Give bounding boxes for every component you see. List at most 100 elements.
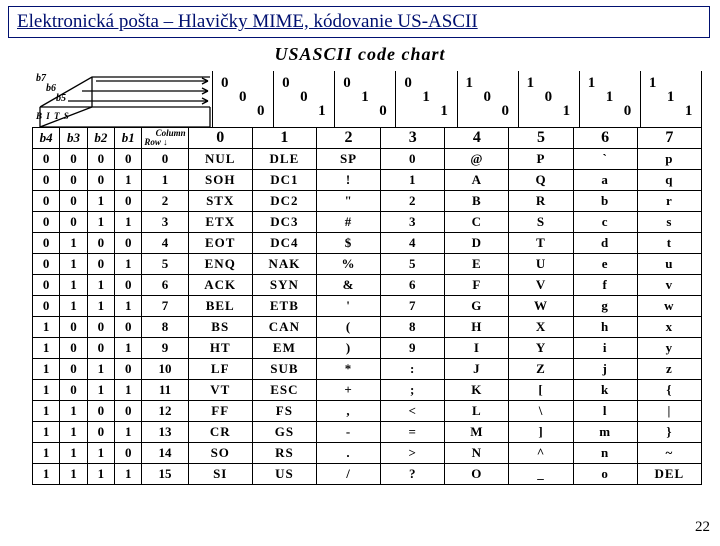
row-number-cell: 11	[142, 380, 188, 401]
ascii-cell: DC2	[252, 191, 316, 212]
column-bit-cell: 101	[518, 71, 579, 127]
bit-cell: 0	[115, 275, 142, 296]
bit-cell: 1	[87, 212, 114, 233]
row-number-cell: 4	[142, 233, 188, 254]
ascii-cell: US	[252, 464, 316, 485]
ascii-cell: ETX	[188, 212, 252, 233]
table-row: 111014SORS.>N^n~	[33, 443, 702, 464]
ascii-cell: SOH	[188, 170, 252, 191]
ascii-cell: HT	[188, 338, 252, 359]
bit-cell: 0	[60, 212, 87, 233]
ascii-cell: -	[316, 422, 380, 443]
ascii-cell: VT	[188, 380, 252, 401]
ascii-cell: SP	[316, 149, 380, 170]
bit-cell: 0	[33, 233, 60, 254]
bit-cell: 0	[33, 275, 60, 296]
ascii-cell: Y	[509, 338, 573, 359]
bit-b6-label: b6	[46, 83, 56, 94]
ascii-cell: V	[509, 275, 573, 296]
ascii-cell: g	[573, 296, 637, 317]
ascii-cell: G	[445, 296, 509, 317]
column-number-cell: 0	[188, 128, 252, 149]
ascii-cell: P	[509, 149, 573, 170]
ascii-cell: BS	[188, 317, 252, 338]
ascii-cell: A	[445, 170, 509, 191]
bit-cell: 0	[115, 401, 142, 422]
ascii-cell: q	[637, 170, 701, 191]
ascii-cell: GS	[252, 422, 316, 443]
ascii-cell: 4	[381, 233, 445, 254]
bit-cell: 1	[87, 296, 114, 317]
bit-cell: 0	[87, 422, 114, 443]
bit-cell: 0	[115, 149, 142, 170]
ascii-cell: 9	[381, 338, 445, 359]
column-number-cell: 6	[573, 128, 637, 149]
table-row: 00000NULDLESP0@P`p	[33, 149, 702, 170]
ascii-cell: LF	[188, 359, 252, 380]
bit-cell: 1	[115, 338, 142, 359]
ascii-cell: FS	[252, 401, 316, 422]
ascii-cell: C	[445, 212, 509, 233]
bit-cell: 1	[33, 443, 60, 464]
ascii-cell: u	[637, 254, 701, 275]
row-number-cell: 3	[142, 212, 188, 233]
column-number-cell: 7	[637, 128, 701, 149]
row-number-cell: 0	[142, 149, 188, 170]
column-label-cell: ColumnRow ↓	[142, 128, 188, 149]
ascii-cell: .	[316, 443, 380, 464]
bit-cell: 0	[115, 317, 142, 338]
ascii-chart: b7 b6 b5 B I T S 00000101001110010111011…	[38, 69, 702, 509]
ascii-cell: t	[637, 233, 701, 254]
ascii-cell: M	[445, 422, 509, 443]
ascii-cell: DC4	[252, 233, 316, 254]
table-row: 00011SOHDC1!1AQaq	[33, 170, 702, 191]
ascii-cell: =	[381, 422, 445, 443]
row-number-cell: 1	[142, 170, 188, 191]
ascii-table: b4b3b2b1ColumnRow ↓0123456700000NULDLESP…	[32, 127, 702, 485]
bit-cell: 0	[60, 338, 87, 359]
column-number-cell: 2	[316, 128, 380, 149]
ascii-cell: >	[381, 443, 445, 464]
ascii-cell: NUL	[188, 149, 252, 170]
ascii-cell: d	[573, 233, 637, 254]
bit-header-cell: b3	[60, 128, 87, 149]
ascii-cell: 6	[381, 275, 445, 296]
ascii-cell: ESC	[252, 380, 316, 401]
bit-cell: 1	[115, 464, 142, 485]
row-number-cell: 13	[142, 422, 188, 443]
ascii-cell: \	[509, 401, 573, 422]
ascii-cell: CR	[188, 422, 252, 443]
ascii-cell: H	[445, 317, 509, 338]
ascii-cell: k	[573, 380, 637, 401]
ascii-cell: @	[445, 149, 509, 170]
ascii-cell: &	[316, 275, 380, 296]
ascii-cell: E	[445, 254, 509, 275]
table-row: 01106ACKSYN&6FVfv	[33, 275, 702, 296]
ascii-cell: %	[316, 254, 380, 275]
ascii-cell: ACK	[188, 275, 252, 296]
bit-cell: 0	[33, 296, 60, 317]
ascii-cell: :	[381, 359, 445, 380]
ascii-cell: D	[445, 233, 509, 254]
bit-cell: 0	[33, 212, 60, 233]
ascii-cell: T	[509, 233, 573, 254]
row-number-cell: 10	[142, 359, 188, 380]
bit-cell: 1	[33, 317, 60, 338]
ascii-cell: F	[445, 275, 509, 296]
table-row: 01004EOTDC4$4DTdt	[33, 233, 702, 254]
ascii-cell: CAN	[252, 317, 316, 338]
ascii-cell: 8	[381, 317, 445, 338]
bit-cell: 1	[115, 254, 142, 275]
ascii-cell: ?	[381, 464, 445, 485]
ascii-cell: c	[573, 212, 637, 233]
ascii-cell: n	[573, 443, 637, 464]
ascii-cell: RS	[252, 443, 316, 464]
ascii-cell: S	[509, 212, 573, 233]
ascii-cell: Q	[509, 170, 573, 191]
ascii-cell: !	[316, 170, 380, 191]
ascii-cell: R	[509, 191, 573, 212]
table-row: 101010LFSUB*:JZjz	[33, 359, 702, 380]
ascii-cell: w	[637, 296, 701, 317]
ascii-cell: 2	[381, 191, 445, 212]
ascii-cell: |	[637, 401, 701, 422]
